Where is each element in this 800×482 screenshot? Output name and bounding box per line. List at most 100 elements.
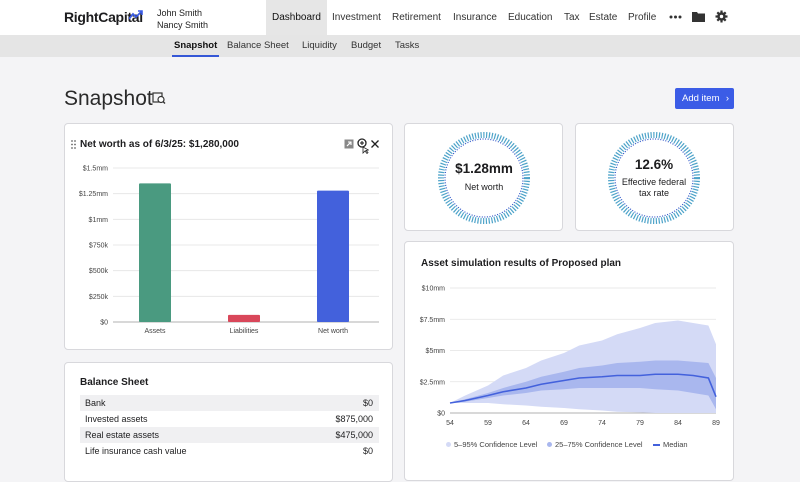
legend-5-95: 5–95% Confidence Level (446, 440, 537, 449)
band-25-75 (450, 360, 716, 410)
legend-25-75-label: 25–75% Confidence Level (555, 440, 643, 449)
more-icon[interactable] (669, 15, 682, 19)
folder-icon[interactable] (692, 11, 705, 22)
legend-line-icon (653, 444, 660, 447)
nav-investment[interactable]: Investment (332, 12, 381, 23)
y-tick-label: $0 (100, 320, 108, 327)
y-tick-label: $1mm (89, 217, 109, 224)
simulation-chart: $0 $2.5mm $5mm $7.5mm $10mm 54 59 64 69 74 79 84 89 (420, 286, 720, 428)
y-tick-label: $5mm (426, 348, 446, 355)
tax-rate-label-line2: tax rate (638, 188, 669, 198)
nav-tax[interactable]: Tax (564, 12, 580, 23)
ring-inner (614, 138, 694, 218)
y-tick-label: $10mm (422, 286, 446, 293)
x-tick-label: Liabilities (230, 328, 259, 335)
nav-insurance[interactable]: Insurance (453, 12, 497, 23)
chevron-right-icon: › (725, 93, 729, 104)
tab-budget[interactable]: Budget (351, 40, 382, 51)
y-tick-label: $500k (89, 268, 109, 275)
close-icon[interactable] (371, 140, 379, 148)
nav-retirement[interactable]: Retirement (392, 12, 441, 23)
row-label: Real estate assets (85, 430, 160, 440)
x-tick-label: Assets (144, 328, 166, 335)
tax-rate-ring (608, 132, 700, 224)
x-tick-label: 74 (598, 420, 606, 427)
legend-5-95-label: 5–95% Confidence Level (454, 440, 538, 449)
add-item-button[interactable]: Add item › (675, 88, 734, 109)
ring-outer (608, 132, 700, 224)
y-tick-label: $1.5mm (83, 166, 108, 173)
y-tick-label: $250k (89, 294, 109, 301)
balance-sheet-card (64, 362, 393, 482)
y-tick-label: $750k (89, 243, 109, 250)
gear-icon[interactable] (715, 10, 728, 23)
bar-assets (139, 183, 171, 322)
logo[interactable]: RightCapital (64, 9, 143, 25)
net-worth-summary-card (404, 123, 563, 231)
expand-icon[interactable] (344, 139, 354, 149)
tax-rate-label-line1: Effective federal (621, 177, 687, 187)
tax-rate-label: Effective federal tax rate (607, 177, 701, 199)
tab-liquidity[interactable]: Liquidity (302, 40, 337, 51)
page-title: Snapshot (64, 87, 153, 110)
row-value: $475,000 (335, 430, 373, 440)
x-tick-label: 64 (522, 420, 530, 427)
nav-dashboard[interactable]: Dashboard (266, 0, 327, 35)
y-tick-label: $0 (437, 411, 445, 418)
row-label: Bank (85, 398, 106, 408)
nav-education[interactable]: Education (508, 12, 553, 23)
net-worth-ring (438, 132, 530, 224)
top-bar: RightCapital John Smith Nancy Smith Dash… (0, 0, 800, 35)
x-tick-label: 59 (484, 420, 492, 427)
median-line (449, 373, 717, 404)
net-worth-chart: $0 $250k $500k $750k $1mm $1.25mm $1.5mm Assets… (79, 166, 379, 335)
sub-nav: Snapshot Balance Sheet Liquidity Budget … (0, 35, 800, 57)
x-tick-label: 69 (560, 420, 568, 427)
ring-outer (438, 132, 530, 224)
x-tick-label: Net worth (318, 328, 348, 335)
drag-handle-icon[interactable] (71, 140, 76, 149)
net-worth-title: Net worth as of 6/3/25: $1,280,000 (80, 139, 239, 150)
x-tick-label: 79 (636, 420, 644, 427)
table-row: Invested assets $875,000 (80, 411, 379, 427)
y-tick-label: $7.5mm (420, 317, 445, 324)
legend-median-label: Median (663, 440, 688, 449)
legend-25-75: 25–75% Confidence Level (547, 440, 643, 449)
row-value: $875,000 (335, 414, 373, 424)
nav-estate[interactable]: Estate (589, 12, 618, 23)
bar-net-worth (317, 190, 349, 322)
tab-tasks[interactable]: Tasks (395, 40, 420, 51)
net-worth-value: $1.28mm (455, 161, 513, 176)
x-tick-label: 54 (446, 420, 454, 427)
tax-rate-card (575, 123, 734, 231)
user-primary: John Smith (157, 8, 203, 18)
row-label: Invested assets (85, 414, 148, 424)
legend-dot-icon (446, 442, 451, 447)
row-label: Life insurance cash value (85, 446, 187, 456)
user-spouse: Nancy Smith (157, 20, 209, 30)
x-tick-label: 84 (674, 420, 682, 427)
x-tick-label: 89 (712, 420, 720, 427)
balance-sheet-title: Balance Sheet (80, 377, 149, 388)
table-row: Bank $0 (80, 395, 379, 411)
tab-balance-sheet[interactable]: Balance Sheet (227, 40, 289, 51)
user-names[interactable]: John Smith Nancy Smith (157, 7, 208, 31)
bar-liabilities (228, 314, 260, 322)
net-worth-label: Net worth (464, 182, 504, 192)
add-item-label: Add item (682, 93, 720, 104)
row-value: $0 (362, 398, 373, 408)
edit-layout-icon[interactable] (152, 91, 166, 105)
legend-dot-icon (547, 442, 552, 447)
legend-median: Median (653, 440, 688, 449)
zoom-icon[interactable] (357, 138, 369, 154)
logo-mark-icon (129, 10, 143, 20)
y-tick-label: $2.5mm (420, 379, 445, 386)
tax-rate-value: 12.6% (634, 157, 674, 172)
ring-inner (444, 138, 524, 218)
simulation-title: Asset simulation results of Proposed pla… (421, 258, 622, 269)
nav-profile[interactable]: Profile (628, 12, 657, 23)
tab-snapshot[interactable]: Snapshot (171, 35, 220, 57)
table-row: Real estate assets $475,000 (80, 427, 379, 443)
row-value: $0 (362, 446, 373, 456)
y-tick-label: $1.25mm (79, 191, 108, 198)
